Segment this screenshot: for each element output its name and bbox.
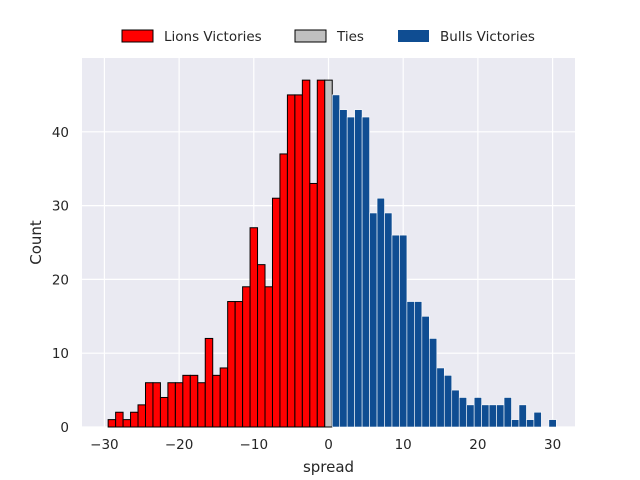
bar-lions-victories (286, 94, 296, 428)
bar-lions-victories (212, 374, 221, 428)
legend-label-ties: Ties (336, 29, 364, 45)
legend-swatch-ties (294, 29, 327, 43)
bar-lions-victories (301, 79, 311, 428)
legend-swatch-bulls-victories (398, 30, 429, 42)
bar-lions-victories (264, 286, 273, 428)
bar-bulls-victories (429, 338, 438, 428)
x-tick-label: 30 (544, 437, 561, 453)
bar-lions-victories (257, 264, 266, 428)
bar-bulls-victories (399, 234, 408, 428)
bar-lions-victories (122, 419, 132, 428)
bar-bulls-victories (421, 315, 430, 428)
bar-bulls-victories (488, 404, 497, 428)
legend-swatch-lions-victories (121, 29, 154, 43)
bar-bulls-victories (331, 94, 341, 428)
x-axis-label: spread (303, 458, 354, 476)
bar-bulls-victories (548, 419, 557, 428)
legend: Lions Victories Ties Bulls Victories (121, 29, 535, 45)
y-tick-label: 40 (52, 125, 69, 141)
bar-lions-victories (197, 382, 206, 428)
y-axis-label: Count (27, 220, 45, 265)
bar-bulls-victories (346, 116, 355, 428)
bar-lions-victories (234, 301, 244, 428)
bar-lions-victories (316, 79, 326, 428)
x-tick-label: 10 (395, 437, 412, 453)
y-tick-label: 20 (52, 272, 69, 288)
bar-lions-victories (130, 411, 139, 428)
bar-bulls-victories (526, 419, 535, 428)
bar-lions-victories (115, 411, 124, 428)
bar-lions-victories (249, 227, 259, 428)
bar-lions-victories (137, 404, 146, 428)
bar-lions-victories (219, 367, 229, 428)
bar-lions-victories (182, 374, 191, 428)
bar-bulls-victories (443, 375, 453, 428)
legend-label-lions-victories: Lions Victories (164, 29, 262, 45)
bar-bulls-victories (414, 301, 423, 428)
bar-bulls-victories (339, 109, 348, 428)
y-tick-labels: 0 10 20 30 40 (52, 125, 69, 436)
x-tick-label: −10 (240, 437, 269, 453)
bar-bulls-victories (481, 404, 490, 428)
x-tick-label: 0 (324, 437, 333, 453)
bar-bulls-victories (503, 397, 512, 428)
bar-lions-victories (204, 337, 214, 428)
x-tick-label: 20 (469, 437, 486, 453)
bar-lions-victories (242, 286, 251, 428)
bar-bulls-victories (511, 419, 520, 428)
y-tick-label: 30 (52, 199, 69, 215)
bar-bulls-victories (466, 404, 475, 428)
bar-bulls-victories (406, 301, 415, 428)
bar-lions-victories (152, 382, 161, 428)
bar-lions-victories (167, 382, 176, 428)
bar-bulls-victories (391, 234, 400, 428)
bar-bulls-victories (354, 109, 363, 428)
bar-lions-victories (174, 382, 184, 428)
bar-lions-victories (309, 182, 318, 428)
bars (107, 79, 557, 428)
bar-bulls-victories (451, 389, 460, 428)
x-tick-label: −30 (90, 437, 119, 453)
bar-lions-victories (189, 374, 199, 428)
legend-label-bulls-victories: Bulls Victories (440, 29, 535, 45)
bar-lions-victories (144, 382, 154, 428)
y-tick-label: 10 (52, 346, 69, 362)
bar-bulls-victories (384, 212, 393, 428)
x-tick-label: −20 (165, 437, 194, 453)
bar-bulls-victories (518, 404, 527, 428)
bar-bulls-victories (496, 404, 505, 428)
bar-bulls-victories (361, 116, 370, 428)
bar-lions-victories (107, 419, 117, 428)
bar-bulls-victories (533, 411, 542, 428)
y-tick-label: 0 (60, 420, 69, 436)
bar-lions-victories (294, 94, 303, 428)
bar-bulls-victories (458, 397, 467, 428)
x-tick-labels: −30 −20 −10 0 10 20 30 (90, 437, 561, 453)
bar-bulls-victories (376, 197, 385, 428)
bar-lions-victories (279, 153, 288, 428)
bar-bulls-victories (473, 397, 482, 428)
bar-bulls-victories (369, 212, 378, 428)
bar-lions-victories (159, 396, 169, 428)
bar-bulls-victories (436, 367, 445, 428)
bar-lions-victories (271, 197, 281, 428)
bar-ties (324, 79, 333, 428)
bar-lions-victories (227, 301, 236, 428)
